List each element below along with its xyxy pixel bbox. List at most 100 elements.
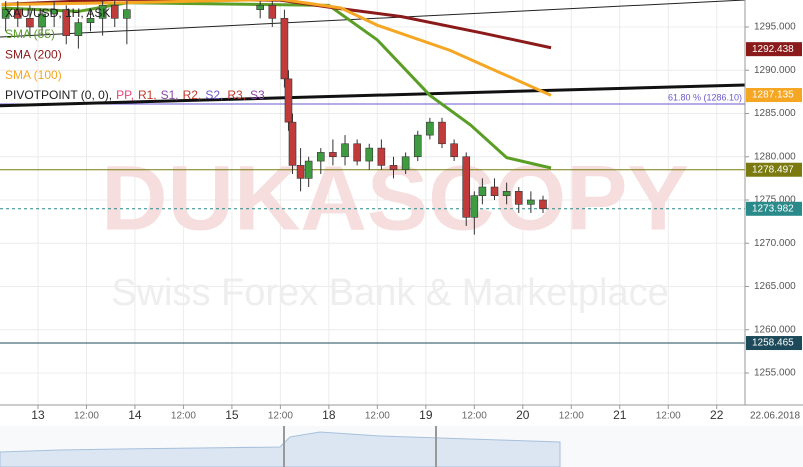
legend-title: XAU/USD, 1H, ASK bbox=[5, 6, 110, 20]
pivot-legend-item: R1, bbox=[138, 88, 157, 102]
candle-body bbox=[401, 156, 410, 171]
candle-body bbox=[462, 156, 471, 218]
price-tag bbox=[746, 336, 802, 351]
candle-body bbox=[26, 18, 34, 28]
pivot-legend-item: PP, bbox=[116, 88, 134, 102]
candle-body bbox=[316, 152, 325, 162]
navigator-handle bbox=[283, 426, 285, 467]
price-tag-label: 1273.982 bbox=[752, 203, 794, 214]
x-tick-label: 14 bbox=[128, 408, 142, 422]
sma-line bbox=[1, 1, 552, 170]
x-tick-label: 12:00 bbox=[559, 411, 584, 422]
x-tick-label: 21 bbox=[613, 408, 627, 422]
sma-line bbox=[1, 0, 552, 97]
watermark-title: DUKASCOPY bbox=[101, 147, 689, 249]
y-tick-label: 1255.000 bbox=[754, 368, 796, 379]
y-tick-label: 1290.000 bbox=[754, 65, 796, 76]
candle-body bbox=[341, 143, 349, 158]
price-tag bbox=[746, 201, 802, 216]
candle-body bbox=[288, 121, 297, 166]
legend-entry: SMA (55) bbox=[5, 27, 55, 41]
candle-body bbox=[98, 5, 107, 19]
candle-body bbox=[110, 5, 119, 19]
candle-body bbox=[438, 121, 446, 145]
candle-body bbox=[377, 147, 386, 166]
price-tag-label: 1287.135 bbox=[752, 90, 794, 101]
pivot-legend-item: PIVOTPOINT (0, 0), bbox=[5, 88, 112, 102]
x-tick-label: 22 bbox=[710, 408, 724, 422]
candle-body bbox=[123, 9, 131, 19]
candle-body bbox=[38, 13, 46, 28]
navigator-handle bbox=[435, 426, 437, 467]
pivot-legend-item: S3 bbox=[250, 88, 265, 102]
pivot-legend-item: S2, bbox=[205, 88, 223, 102]
candle-body bbox=[1, 9, 10, 19]
candle-body bbox=[13, 9, 22, 19]
y-tick-label: 1260.000 bbox=[754, 324, 796, 335]
candle-body bbox=[86, 18, 95, 23]
grid bbox=[0, 0, 745, 405]
candle-body bbox=[296, 165, 305, 179]
candle-body bbox=[50, 9, 58, 15]
legend-entry: SMA (200) bbox=[5, 48, 62, 62]
price-tag-label: 1258.465 bbox=[752, 338, 794, 349]
trendline bbox=[0, 0, 745, 38]
price-tag bbox=[746, 88, 802, 103]
candle-body bbox=[280, 18, 289, 80]
pivot-legend-item: S1, bbox=[161, 88, 179, 102]
candle-body bbox=[74, 22, 83, 36]
pivot-legend-item: R2, bbox=[183, 88, 202, 102]
x-tick-label: 12:00 bbox=[268, 411, 293, 422]
pivot-legend-item: R3, bbox=[227, 88, 246, 102]
candle-body bbox=[450, 143, 458, 158]
watermark-subtitle: Swiss Forex Bank & Marketplace bbox=[111, 272, 669, 314]
x-tick-label: 12:00 bbox=[462, 411, 487, 422]
candle-body bbox=[413, 134, 422, 158]
legend: XAU/USD, 1H, ASK SMA (55) SMA (200) SMA (1… bbox=[5, 6, 265, 102]
x-tick-label: 12:00 bbox=[365, 411, 390, 422]
legend-entry: SMA (100) bbox=[5, 68, 62, 82]
candle-body bbox=[353, 143, 361, 162]
x-tick-label: 19 bbox=[419, 408, 433, 422]
x-tick-label: 12:00 bbox=[656, 411, 681, 422]
candle-body bbox=[502, 191, 511, 196]
candle-body bbox=[389, 165, 398, 171]
x-tick-label: 18 bbox=[322, 408, 336, 422]
candle-body bbox=[514, 191, 523, 205]
candle-body bbox=[256, 5, 264, 10]
plot-area: 61.80 % (1286.10) bbox=[0, 0, 745, 344]
x-tick-label: 13 bbox=[31, 408, 45, 422]
y-tick-label: 1280.000 bbox=[754, 151, 796, 162]
x-tick-label: 15 bbox=[225, 408, 239, 422]
y-tick-label: 1270.000 bbox=[754, 238, 796, 249]
candle-body bbox=[478, 186, 487, 196]
candle-body bbox=[527, 199, 535, 205]
candle-body bbox=[490, 186, 499, 196]
x-tick-label: 20 bbox=[516, 408, 530, 422]
trendline bbox=[0, 83, 745, 108]
candle-body bbox=[268, 5, 277, 19]
x-tick-label: 12:00 bbox=[74, 411, 99, 422]
candle-body bbox=[470, 195, 479, 218]
fib-label: 61.80 % (1286.10) bbox=[668, 92, 742, 102]
candle-body bbox=[304, 160, 313, 179]
y-tick-label: 1265.000 bbox=[754, 281, 796, 292]
y-tick-label: 1285.000 bbox=[754, 108, 796, 119]
price-tag bbox=[746, 162, 802, 177]
candle-body bbox=[329, 152, 337, 158]
y-tick-label: 1295.000 bbox=[754, 22, 796, 33]
navigator-area bbox=[0, 431, 561, 467]
axes: 1255.000 1260.000 1265.000 1270.000 1275.000… bbox=[31, 22, 802, 422]
candle-body bbox=[284, 78, 293, 123]
y-tick-label: 1275.000 bbox=[754, 195, 796, 206]
candle-body bbox=[539, 199, 547, 209]
candle-body bbox=[62, 9, 71, 36]
price-tag-label: 1278.497 bbox=[752, 164, 794, 175]
candle-body bbox=[426, 121, 434, 136]
candle-body bbox=[365, 147, 374, 162]
price-tag-label: 1292.438 bbox=[752, 44, 794, 55]
date-label: 22.06.2018 bbox=[750, 411, 800, 422]
price-tag bbox=[746, 42, 802, 57]
